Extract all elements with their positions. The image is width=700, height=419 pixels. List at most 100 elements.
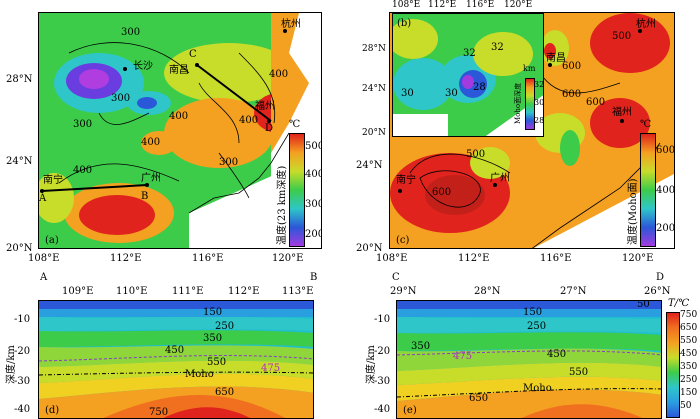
section-d-ytick: -40 xyxy=(14,404,31,415)
contour-label: 30 xyxy=(401,88,414,99)
city-marker-hangzhou xyxy=(638,29,642,33)
city-label-nanning: 南宁 xyxy=(396,175,416,186)
map-c-ytick: 24°N xyxy=(356,160,383,171)
city-marker-guangzhou xyxy=(145,183,149,187)
contour-label: 400 xyxy=(73,165,93,176)
section-e-ytick: -30 xyxy=(374,376,391,387)
map-b-ytick: 28°N xyxy=(362,44,386,54)
section-d-ytick: -20 xyxy=(14,346,31,357)
city-marker-nanning xyxy=(398,189,402,193)
colorbar-a-label: 温度(23 km深度) xyxy=(277,165,288,245)
moho-label: Moho xyxy=(185,369,214,380)
contour-label: 450 xyxy=(165,345,185,356)
city-label-changsha: 长沙 xyxy=(133,61,153,72)
map-c-xtick: 120°E xyxy=(622,253,654,264)
section-point-b: B xyxy=(141,191,149,202)
map-b-ytick: 24°N xyxy=(362,84,386,94)
section-e-xtick: 28°N xyxy=(474,286,501,297)
colorbar-e-tick: 350 xyxy=(680,362,698,372)
panel-label: (c) xyxy=(396,235,410,246)
colorbar-b-title: km xyxy=(523,64,536,73)
section-panel-d: 150 250 350 450 475 550 650 750 Moho (d) xyxy=(38,300,314,419)
map-b-xtick: 116°E xyxy=(466,0,495,10)
contour-label: 600 xyxy=(562,61,582,72)
contour-label: 500 xyxy=(466,149,486,160)
section-point-c: C xyxy=(189,49,197,60)
contour-label: 300 xyxy=(219,157,239,168)
map-b-xtick: 108°E xyxy=(392,0,421,10)
contour-label: 250 xyxy=(527,321,547,332)
map-c-xtick: 112°E xyxy=(458,253,490,264)
city-marker-changsha xyxy=(123,67,127,71)
contour-label: 150 xyxy=(523,307,543,318)
contour-label: 300 xyxy=(121,27,141,38)
colorbar-e-tick: 150 xyxy=(680,388,698,398)
section-e-end: D xyxy=(656,272,665,283)
map-panel-b: (b) 32 30 28 30 32 km 32 30 28 Moho面深度 xyxy=(392,13,544,137)
colorbar-b xyxy=(525,78,535,130)
colorbar-c-label: 温度(Moho面) xyxy=(628,178,639,245)
city-label-fuzhou: 福州 xyxy=(612,107,632,118)
colorbar-a xyxy=(289,133,305,247)
section-e-ytick: -40 xyxy=(374,404,391,415)
section-e-ytick: -20 xyxy=(374,346,391,357)
colorbar-a-tick: 500 xyxy=(305,141,321,152)
map-panel-a: 300 400 300 400 400 300 400 400 300 南宁 广… xyxy=(38,12,322,249)
contour-label: 50 xyxy=(637,300,650,310)
colorbar-c-tick: 400 xyxy=(656,185,675,196)
map-c-xtick: 116°E xyxy=(540,253,572,264)
section-e-start: C xyxy=(392,272,400,283)
contour-label: 150 xyxy=(203,307,223,318)
section-d-end: B xyxy=(310,272,318,283)
city-label-hangzhou: 杭州 xyxy=(281,19,301,30)
map-a-ytick: 24°N xyxy=(6,156,33,167)
colorbar-e-tick: 550 xyxy=(680,336,698,346)
map-a-xtick: 108°E xyxy=(28,253,60,264)
contour-label: 32 xyxy=(463,48,476,59)
colorbar-b-tick: 30 xyxy=(534,98,544,107)
city-marker-nanchang xyxy=(195,63,199,67)
contour-label: 650 xyxy=(469,393,489,404)
colorbar-a-tick: 300 xyxy=(305,199,321,210)
colorbar-b-tick: 28 xyxy=(534,116,544,125)
contour-label: 300 xyxy=(111,93,131,104)
section-d-plot xyxy=(39,301,313,418)
contour-label: 600 xyxy=(562,89,582,100)
colorbar-a-tick: 400 xyxy=(305,169,321,180)
map-a-plot xyxy=(39,13,321,248)
section-d-xtick: 112°E xyxy=(228,286,260,297)
section-point-a: A xyxy=(39,193,47,204)
map-a-xtick: 116°E xyxy=(192,253,224,264)
colorbar-e-tick: 250 xyxy=(680,375,698,385)
section-point-d: D xyxy=(265,123,274,134)
colorbar-b-label: Moho面深度 xyxy=(514,82,522,124)
city-label-guangzhou: 广州 xyxy=(490,173,510,184)
contour-label: 475 xyxy=(261,363,281,374)
contour-label: 750 xyxy=(149,407,169,418)
map-a-xtick: 120°E xyxy=(272,253,304,264)
contour-label: 650 xyxy=(215,387,235,398)
city-label-guangzhou: 广州 xyxy=(141,173,161,184)
section-e-ytick: -10 xyxy=(374,314,391,325)
contour-label: 550 xyxy=(569,367,589,378)
colorbar-c-tick: 600 xyxy=(656,145,675,156)
section-e-xtick: 27°N xyxy=(560,286,587,297)
map-b-xtick: 112°E xyxy=(428,0,457,10)
colorbar-c-title: ℃ xyxy=(640,119,652,130)
contour-label: 550 xyxy=(207,357,227,368)
city-label-fuzhou: 福州 xyxy=(255,101,275,112)
colorbar-b-tick: 32 xyxy=(534,80,544,89)
contour-label: 300 xyxy=(73,119,93,130)
map-a-ytick: 28°N xyxy=(6,74,33,85)
section-d-ytick: -30 xyxy=(14,376,31,387)
contour-label: 350 xyxy=(203,333,223,344)
map-a-xtick: 112°E xyxy=(110,253,142,264)
map-b-xtick: 120°E xyxy=(504,0,533,10)
contour-label: 250 xyxy=(215,321,235,332)
colorbar-e-tick: 750 xyxy=(680,310,698,320)
contour-label: 400 xyxy=(141,137,161,148)
colorbar-e-title: T/℃ xyxy=(668,298,690,309)
panel-label: (b) xyxy=(397,18,412,29)
contour-label: 400 xyxy=(169,111,189,122)
section-e-xtick: 26°N xyxy=(644,286,671,297)
